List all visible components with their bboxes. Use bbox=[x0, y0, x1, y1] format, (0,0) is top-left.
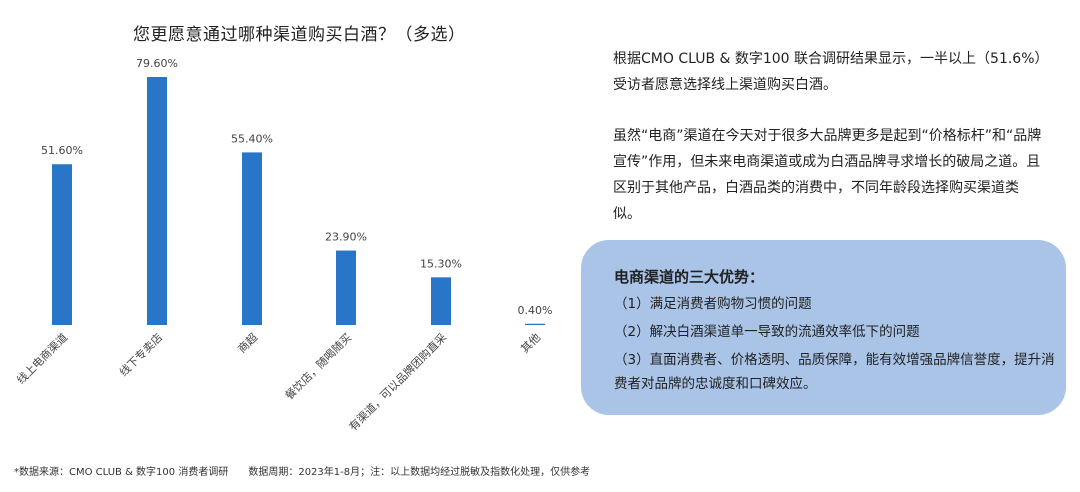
bar-5 bbox=[431, 277, 451, 325]
advantages-title: 电商渠道的三大优势： bbox=[614, 268, 765, 286]
category-label-4: 餐饮店，随喝随买 bbox=[282, 330, 354, 402]
footer-source: *数据来源：CMO CLUB & 数字100 消费者调研 bbox=[14, 467, 229, 478]
footer-period: 数据周期：2023年1-8月；注：以上数据均经过脱敏及指数化处理，仅供参考 bbox=[248, 467, 591, 478]
bar-4 bbox=[336, 250, 356, 325]
advantages-box: 电商渠道的三大优势： （1）满足消费者购物习惯的问题 （2）解决白酒渠道单一导致… bbox=[581, 240, 1066, 415]
advantage-item-3: （3）直面消费者、价格透明、品质保障，能有效增强品牌信誉度，提升消费者对品牌的忠… bbox=[614, 352, 1055, 392]
category-label-2: 线下专卖店 bbox=[116, 330, 165, 379]
chart-title: 您更愿意通过哪种渠道购买白酒？（多选） bbox=[133, 25, 466, 45]
value-label-5: 15.30% bbox=[420, 257, 462, 270]
value-label-6: 0.40% bbox=[518, 304, 553, 317]
bar-2 bbox=[147, 77, 167, 325]
footer-note: *数据来源：CMO CLUB & 数字100 消费者调研 数据周期：2023年1-… bbox=[14, 463, 590, 478]
category-label-1: 线上电商渠道 bbox=[14, 330, 71, 387]
bar-1 bbox=[52, 164, 72, 325]
value-label-4: 23.90% bbox=[325, 231, 367, 244]
bar-3 bbox=[242, 152, 262, 325]
category-label-3: 商超 bbox=[235, 330, 260, 355]
value-label-2: 79.60% bbox=[136, 57, 178, 70]
analysis-paragraph: 虽然“电商”渠道在今天对于很多大品牌更多是起到“价格标杆”和“品牌宣传”作用，但… bbox=[613, 128, 1042, 222]
advantage-item-2: （2）解决白酒渠道单一导致的流通效率低下的问题 bbox=[614, 324, 920, 340]
value-label-3: 55.40% bbox=[231, 132, 273, 145]
category-label-6: 其他 bbox=[518, 331, 543, 356]
category-label-5: 有渠道，可以品牌团购直采 bbox=[346, 330, 449, 433]
advantage-item-1: （1）满足消费者购物习惯的问题 bbox=[614, 296, 812, 312]
bar-6 bbox=[525, 323, 545, 325]
bar-chart: 51.60% 线上电商渠道 79.60% 线下专卖店 55.40% 商超 23.90% 餐饮店… bbox=[14, 57, 553, 433]
value-label-1: 51.60% bbox=[41, 144, 83, 157]
summary-paragraph: 根据CMO CLUB & 数字100 联合调研结果显示，一半以上（51.6%）受… bbox=[613, 51, 1042, 93]
